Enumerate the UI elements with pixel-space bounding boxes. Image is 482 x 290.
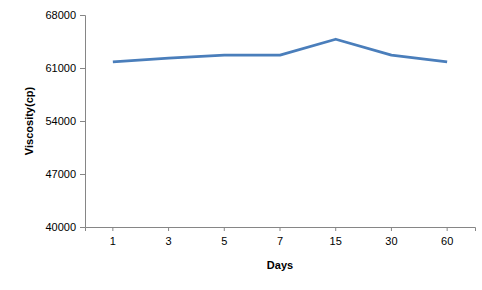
x-axis-title: Days	[267, 259, 293, 271]
x-tick: 3	[166, 227, 172, 247]
y-tick: 47000	[45, 168, 85, 180]
x-tick-label: 30	[385, 235, 397, 247]
x-tick-label: 60	[441, 235, 453, 247]
x-tick-label: 7	[277, 235, 283, 247]
y-tick-label: 40000	[45, 221, 76, 233]
x-axis-line	[86, 228, 476, 232]
x-tick: 1	[110, 227, 116, 247]
y-tick-label: 54000	[45, 115, 76, 127]
x-tick-mark	[280, 227, 281, 231]
x-tick-mark	[447, 227, 448, 231]
x-tick-mark	[224, 227, 225, 231]
x-tick-mark	[112, 227, 113, 231]
y-tick-label: 68000	[45, 9, 76, 21]
series	[113, 39, 447, 62]
y-tick: 54000	[45, 115, 85, 127]
y-tick-mark	[80, 121, 85, 122]
y-axis-title: Viscosity(cp)	[23, 87, 35, 156]
x-tick-label: 15	[330, 235, 342, 247]
x-tick: 5	[221, 227, 227, 247]
y-tick-mark	[80, 174, 85, 175]
x-axis: 1 3 5 7 15 30 60	[86, 227, 476, 247]
x-tick: 60	[441, 227, 453, 247]
y-tick-mark	[80, 227, 85, 228]
y-tick-label: 47000	[45, 168, 76, 180]
x-tick-mark	[391, 227, 392, 231]
x-tick-mark	[335, 227, 336, 231]
x-tick: 30	[385, 227, 397, 247]
y-tick: 61000	[45, 62, 85, 74]
x-tick-label: 3	[166, 235, 172, 247]
data-line	[113, 39, 447, 62]
y-tick: 68000	[45, 9, 85, 21]
y-tick-mark	[80, 15, 85, 16]
x-tick: 7	[277, 227, 283, 247]
y-axis: 40000 47000 54000 61000 68000	[45, 9, 85, 233]
y-tick-mark	[80, 68, 85, 69]
x-tick-label: 5	[221, 235, 227, 247]
y-tick: 40000	[45, 221, 85, 233]
x-tick-mark	[168, 227, 169, 231]
chart: 40000 47000 54000 61000 68000 1 3 5 7 15 30 60 Days V…	[0, 0, 482, 290]
y-tick-label: 61000	[45, 62, 76, 74]
x-tick: 15	[330, 227, 342, 247]
y-axis-line	[80, 16, 86, 228]
plot: 40000 47000 54000 61000 68000 1 3 5 7 15 30 60	[45, 9, 475, 247]
x-tick-label: 1	[110, 235, 116, 247]
